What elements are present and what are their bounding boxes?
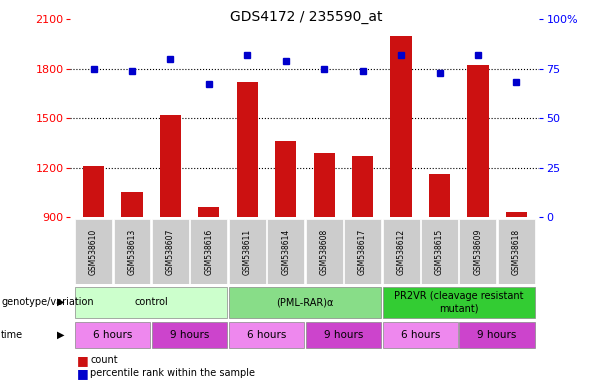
- Bar: [75, 219, 112, 284]
- Bar: [113, 219, 150, 284]
- Bar: [152, 322, 227, 348]
- Text: ▶: ▶: [57, 297, 64, 307]
- Bar: [306, 322, 381, 348]
- Bar: [198, 207, 219, 217]
- Text: GSM538615: GSM538615: [435, 228, 444, 275]
- Text: GDS4172 / 235590_at: GDS4172 / 235590_at: [230, 10, 383, 23]
- Text: 6 hours: 6 hours: [93, 330, 132, 340]
- Bar: [152, 219, 189, 284]
- Text: GSM538611: GSM538611: [243, 228, 252, 275]
- Text: (PML-RAR)α: (PML-RAR)α: [276, 297, 333, 307]
- Text: GSM538617: GSM538617: [358, 228, 367, 275]
- Text: 6 hours: 6 hours: [247, 330, 286, 340]
- Bar: [267, 219, 304, 284]
- Text: GSM538609: GSM538609: [473, 228, 482, 275]
- Bar: [314, 153, 335, 217]
- Bar: [229, 286, 381, 318]
- Text: GSM538610: GSM538610: [89, 228, 98, 275]
- Text: PR2VR (cleavage resistant
mutant): PR2VR (cleavage resistant mutant): [394, 291, 524, 313]
- Bar: [429, 174, 450, 217]
- Text: control: control: [134, 297, 168, 307]
- Text: GSM538616: GSM538616: [204, 228, 213, 275]
- Bar: [383, 219, 419, 284]
- Bar: [383, 286, 535, 318]
- Bar: [191, 219, 227, 284]
- Bar: [344, 219, 381, 284]
- Text: 9 hours: 9 hours: [478, 330, 517, 340]
- Bar: [121, 192, 143, 217]
- Text: count: count: [90, 355, 118, 365]
- Text: time: time: [1, 330, 23, 340]
- Bar: [467, 65, 489, 217]
- Text: 6 hours: 6 hours: [400, 330, 440, 340]
- Bar: [460, 322, 535, 348]
- Bar: [229, 219, 266, 284]
- Text: percentile rank within the sample: percentile rank within the sample: [90, 368, 255, 378]
- Bar: [229, 322, 304, 348]
- Text: GSM538613: GSM538613: [128, 228, 137, 275]
- Text: ▶: ▶: [57, 330, 64, 340]
- Text: ■: ■: [77, 367, 88, 380]
- Bar: [275, 141, 296, 217]
- Bar: [160, 115, 181, 217]
- Bar: [237, 82, 258, 217]
- Bar: [460, 219, 497, 284]
- Text: 9 hours: 9 hours: [170, 330, 210, 340]
- Text: GSM538607: GSM538607: [166, 228, 175, 275]
- Bar: [506, 212, 527, 217]
- Bar: [421, 219, 458, 284]
- Text: ■: ■: [77, 354, 88, 367]
- Bar: [352, 156, 373, 217]
- Text: GSM538608: GSM538608: [320, 228, 329, 275]
- Bar: [390, 36, 412, 217]
- Bar: [75, 322, 150, 348]
- Text: GSM538614: GSM538614: [281, 228, 290, 275]
- Text: GSM538618: GSM538618: [512, 228, 521, 275]
- Text: GSM538612: GSM538612: [397, 228, 406, 275]
- Bar: [383, 322, 458, 348]
- Text: genotype/variation: genotype/variation: [1, 297, 94, 307]
- Bar: [498, 219, 535, 284]
- Bar: [75, 286, 227, 318]
- Bar: [83, 166, 104, 217]
- Text: 9 hours: 9 hours: [324, 330, 363, 340]
- Bar: [306, 219, 343, 284]
